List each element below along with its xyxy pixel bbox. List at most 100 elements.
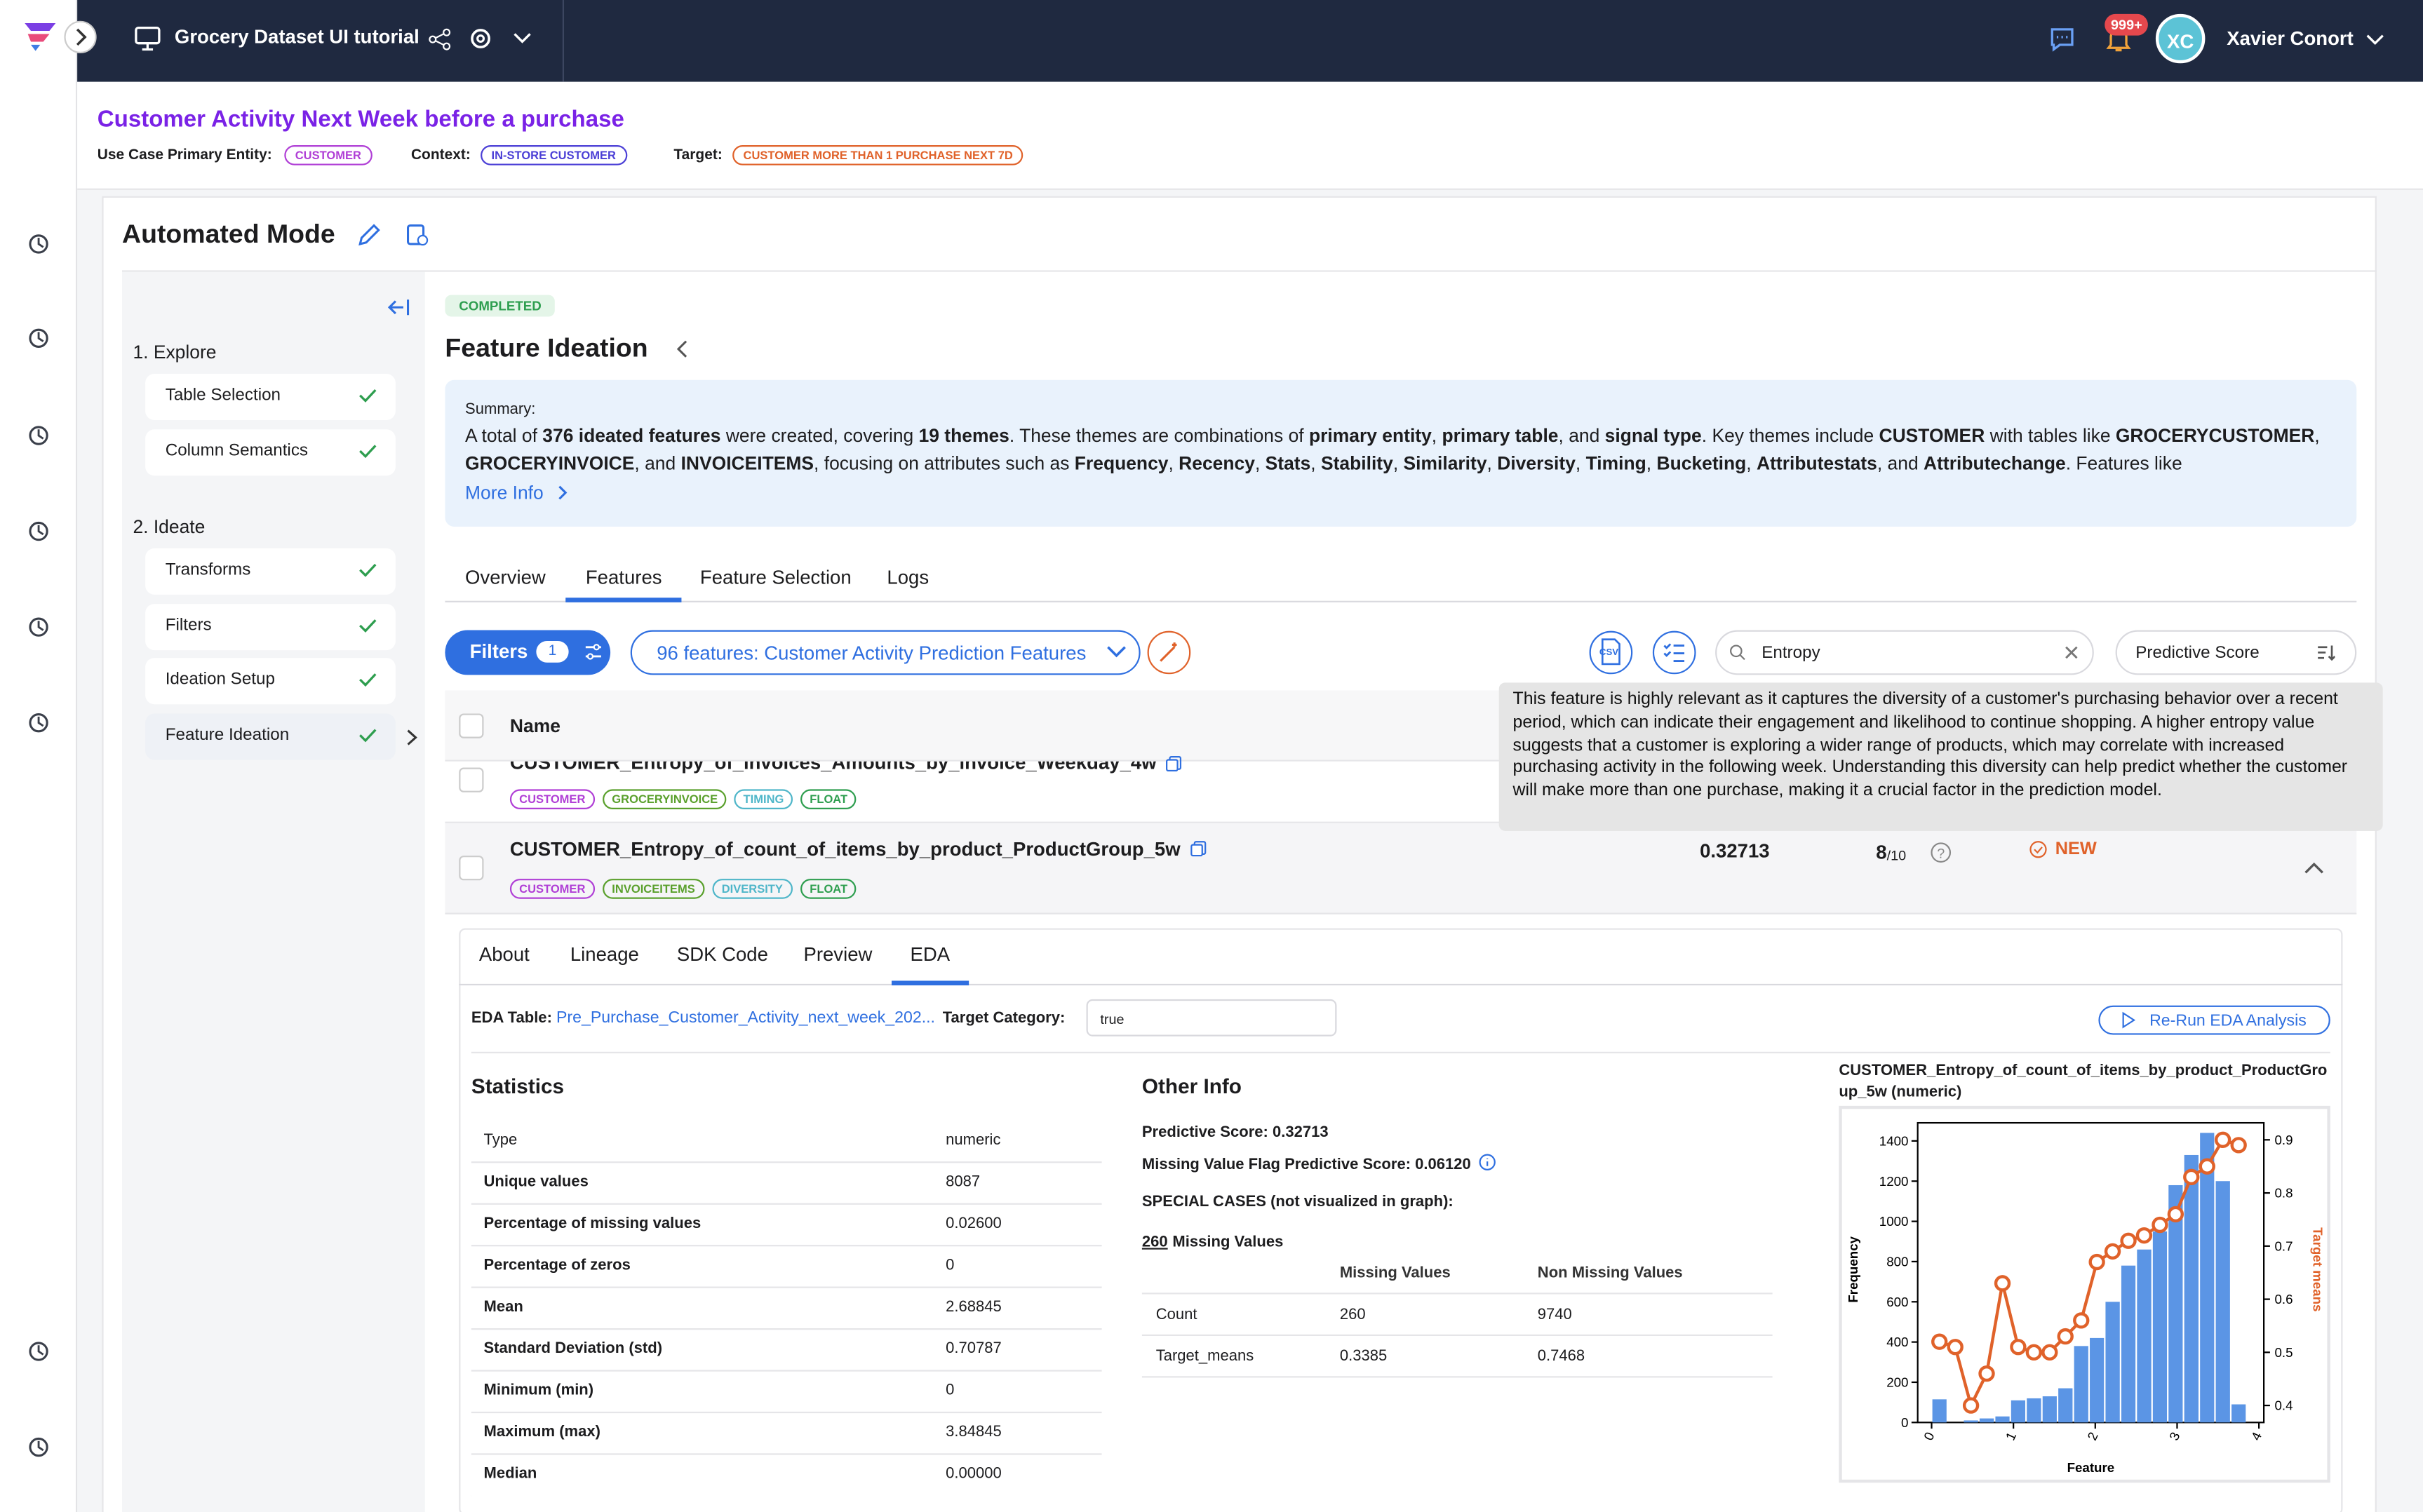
svg-text:?: ? [1937,846,1945,861]
tab[interactable]: Logs [887,567,929,589]
feature-set-chevron [1107,646,1126,658]
stat-row-line [471,1453,1102,1455]
step-item[interactable]: Ideation Setup [145,658,396,705]
summary-part: A total of [465,424,543,447]
feature-tag: CUSTOMER [509,879,595,899]
nav-icon[interactable] [26,1435,51,1459]
nav-icon[interactable] [26,710,51,735]
feature-name: CUSTOMER_Entropy_of_invoices_Amounts_by_… [509,752,1157,774]
nav-icon[interactable] [26,1339,51,1363]
feature-tag: CUSTOMER [509,789,595,810]
step-item[interactable]: Table Selection [145,373,396,421]
detail-tab-underline [892,980,969,986]
predictive-score-line: Predictive Score: 0.32713 [1141,1124,1329,1142]
header-label: Target: [673,147,723,164]
rerun-label: Re-Run EDA Analysis [2149,1011,2307,1030]
tab[interactable]: Features [585,567,662,589]
logo[interactable] [18,17,62,54]
status-badge: COMPLETED [445,295,556,317]
csv-button[interactable] [1588,630,1633,675]
tab[interactable]: Overview [465,567,546,589]
other-info-title: Other Info [1141,1074,1242,1098]
filters-button[interactable]: Filters 1 [445,630,611,675]
rerun-button[interactable]: Re-Run EDA Analysis [2098,1005,2330,1035]
nav-icon[interactable] [26,326,51,351]
stat-label: Minimum (min) [483,1382,594,1400]
step-item[interactable]: Filters [145,602,396,650]
clipboard-icon[interactable] [405,222,429,247]
help-icon[interactable]: ? [1930,842,1952,863]
nav-icon[interactable] [26,423,51,447]
settings-icon[interactable] [468,26,492,50]
check-icon [359,618,377,632]
feature-set-select[interactable]: 96 features: Customer Activity Predictio… [630,630,1141,675]
feature-state: NEW [2055,840,2097,859]
collapse-icon[interactable] [387,298,411,316]
step-item[interactable]: Feature Ideation [145,713,396,760]
nav-icon[interactable] [26,519,51,544]
sort-box[interactable]: Predictive Score [2115,630,2357,675]
checklist-button[interactable] [1652,630,1697,675]
edit-icon[interactable] [357,224,380,247]
filters-label: Filters [469,640,528,663]
summary-part: . Features like [2065,452,2182,475]
avatar[interactable]: XC [2155,13,2206,64]
detail-tab[interactable]: Preview [803,943,873,966]
detail-tab[interactable]: About [478,943,530,966]
stat-row-line [471,1328,1102,1330]
back-icon[interactable] [676,340,690,358]
user-name: Xavier Conort [2227,27,2354,50]
detail-tab[interactable]: Lineage [570,943,639,966]
summary-part: , and [1558,424,1605,447]
summary-box: Summary: A total of 376 ideated features … [445,379,2357,527]
more-info-link[interactable]: More Info [465,482,544,504]
checkbox[interactable] [459,767,484,792]
summary-part: , [1486,452,1498,475]
checkbox[interactable] [459,713,484,738]
user-menu-chevron[interactable] [2365,34,2384,46]
summary-part: . Key themes include [1701,424,1879,447]
collapse-row[interactable] [2304,862,2324,875]
summary-part: GROCERYCUSTOMER [2115,424,2315,447]
copy-icon[interactable] [1190,840,1207,857]
step-item[interactable]: Transforms [145,548,396,595]
chevron-down[interactable] [513,32,531,45]
search-box[interactable]: Entropy [1715,630,2094,675]
summary-part: Recency [1179,452,1255,475]
stat-value: 2.68845 [946,1299,1002,1316]
stat-label: Percentage of missing values [483,1215,702,1233]
step-arrow[interactable] [406,728,419,745]
chat-icon[interactable] [2049,26,2075,52]
summary-part: , [1575,452,1586,475]
share-icon[interactable] [428,28,451,51]
clear-icon[interactable] [2065,646,2079,660]
summary-part: primary entity [1308,424,1432,447]
nav-icon[interactable] [26,231,51,256]
stat-value: 3.84845 [946,1424,1002,1441]
wand-button[interactable] [1146,630,1191,675]
table-row[interactable] [445,823,2357,914]
header-tag: CUSTOMER [284,145,372,166]
stat-value: 0.02600 [946,1215,1002,1233]
filter-count: 1 [536,640,569,663]
detail-tab[interactable]: EDA [910,943,951,966]
missing-table-cell: Target_means [1155,1348,1254,1365]
eda-table-link[interactable]: Pre_Purchase_Customer_Activity_next_week… [556,1008,936,1027]
summary-part: 376 ideated features [542,424,721,447]
info-icon[interactable] [1479,1154,1496,1170]
summary-part: INVOICEITEMS [680,452,814,475]
project-title: Grocery Dataset UI tutorial [174,26,420,48]
target-category-select[interactable]: true [1086,999,1337,1037]
detail-tab[interactable]: SDK Code [676,943,768,966]
sort-icon[interactable] [2316,644,2335,661]
summary-part: , [1746,452,1757,475]
copy-icon[interactable] [1165,755,1182,772]
nav-icon[interactable] [26,615,51,640]
step-item[interactable]: Column Semantics [145,428,396,475]
expand-button[interactable] [63,20,97,54]
checkbox[interactable] [459,856,484,881]
target-category-value: true [1100,1011,1125,1027]
notification-badge: 999+ [2105,13,2149,36]
tab[interactable]: Feature Selection [699,567,852,589]
summary-part: , [1254,452,1266,475]
